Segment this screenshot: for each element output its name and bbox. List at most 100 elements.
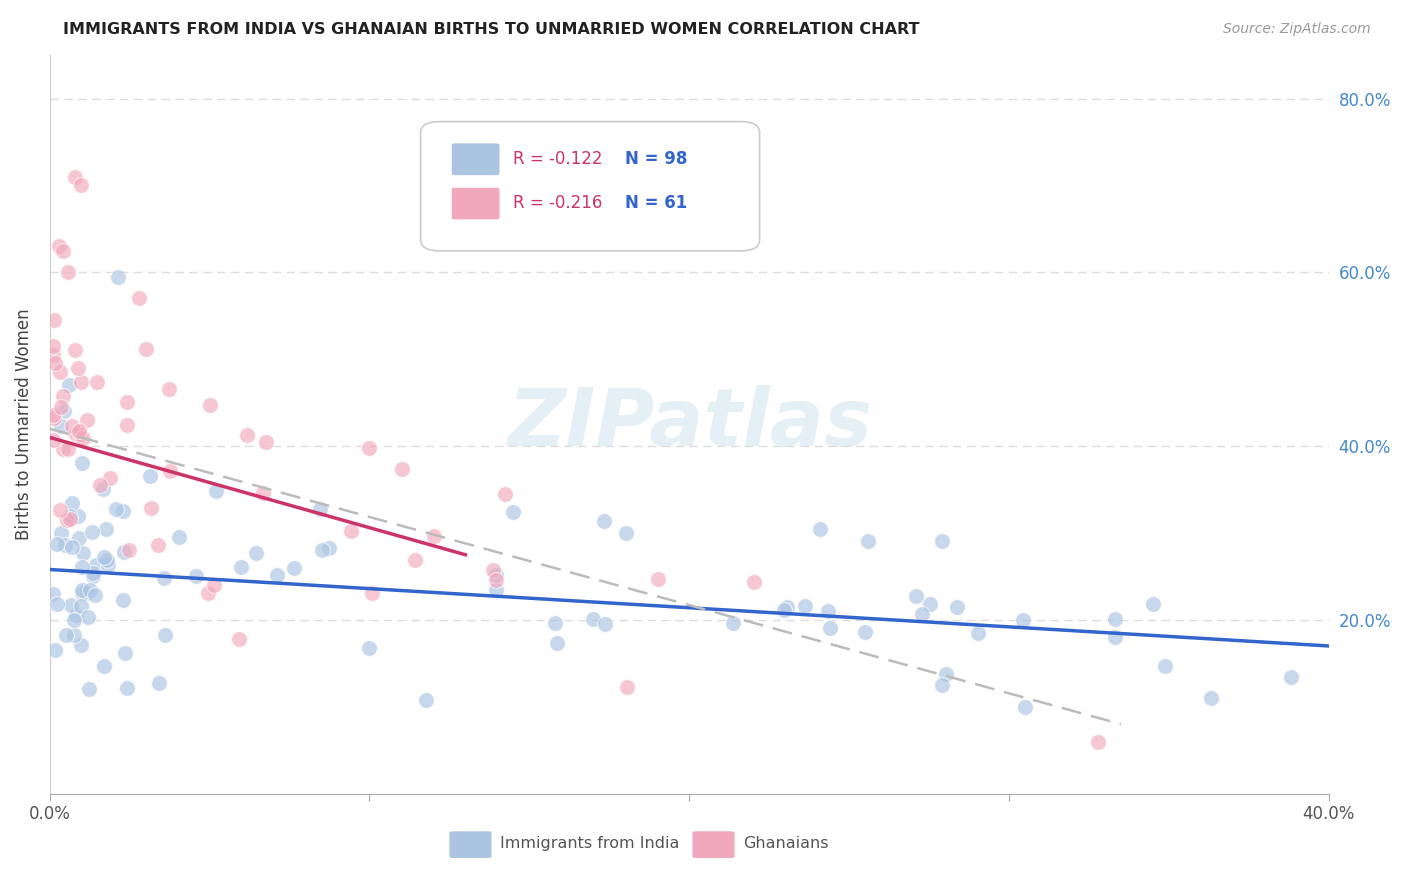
Point: [66, 360, 89, 375]
Point: [357, 441, 380, 455]
Point: [159, 464, 181, 478]
Point: [197, 586, 219, 600]
Point: [911, 607, 934, 621]
Point: [60, 496, 83, 510]
Point: [96, 552, 118, 566]
Point: [52, 244, 75, 258]
Point: [200, 398, 222, 412]
Text: Source: ZipAtlas.com: Source: ZipAtlas.com: [1223, 22, 1371, 37]
Point: [482, 563, 505, 577]
Point: [167, 530, 190, 544]
Point: [42, 587, 65, 601]
Point: [49, 401, 72, 415]
Point: [72, 586, 94, 600]
Point: [91, 483, 114, 497]
Point: [76, 586, 98, 600]
Point: [60, 419, 83, 434]
Point: [115, 681, 138, 696]
Point: [141, 500, 163, 515]
Point: [252, 486, 274, 500]
Point: [80, 524, 103, 539]
Point: [946, 599, 969, 614]
Point: [70, 178, 93, 193]
Point: [1199, 690, 1222, 705]
Point: [931, 533, 953, 548]
Point: [48, 365, 70, 379]
Point: [184, 569, 207, 583]
Point: [98, 471, 121, 485]
Point: [115, 417, 138, 432]
Point: [44, 411, 66, 425]
Point: [118, 543, 141, 558]
Point: [42, 408, 65, 422]
Point: [236, 428, 259, 442]
Point: [79, 582, 101, 597]
Point: [58, 378, 80, 392]
Point: [254, 434, 277, 449]
Point: [89, 477, 111, 491]
Point: [582, 612, 605, 626]
Point: [1014, 700, 1036, 714]
Point: [1153, 658, 1175, 673]
Point: [1104, 630, 1126, 644]
Point: [94, 523, 117, 537]
Point: [105, 502, 128, 516]
Point: [58, 265, 80, 279]
Point: [59, 509, 82, 524]
Point: [231, 560, 253, 574]
Point: [266, 567, 288, 582]
Point: [67, 424, 90, 438]
Point: [107, 269, 129, 284]
FancyBboxPatch shape: [692, 830, 735, 859]
Point: [53, 538, 76, 552]
Point: [114, 647, 136, 661]
Point: [856, 534, 879, 549]
Point: [44, 313, 66, 327]
Point: [494, 486, 516, 500]
Point: [52, 442, 75, 456]
Point: [361, 586, 384, 600]
Point: [55, 628, 77, 642]
Point: [111, 504, 134, 518]
Point: [742, 575, 765, 590]
Point: [115, 394, 138, 409]
Point: [202, 578, 225, 592]
Point: [67, 508, 90, 523]
Point: [77, 681, 100, 696]
Point: [1281, 671, 1303, 685]
Point: [42, 348, 65, 362]
Point: [155, 628, 177, 642]
Point: [65, 608, 87, 623]
Point: [70, 560, 93, 574]
Point: [44, 356, 66, 370]
Point: [593, 514, 616, 528]
Point: [82, 566, 104, 580]
Point: [76, 610, 98, 624]
Point: [415, 692, 437, 706]
Point: [42, 339, 65, 353]
Point: [93, 659, 115, 673]
FancyBboxPatch shape: [420, 121, 759, 251]
Text: Immigrants from India: Immigrants from India: [501, 837, 679, 851]
Point: [228, 632, 250, 647]
Point: [69, 427, 91, 442]
Point: [793, 599, 815, 613]
Point: [817, 604, 839, 618]
Point: [340, 524, 363, 539]
Point: [84, 558, 107, 573]
Point: [721, 616, 744, 631]
Point: [70, 639, 93, 653]
Text: N = 61: N = 61: [626, 194, 688, 211]
Point: [82, 569, 104, 583]
Point: [204, 483, 226, 498]
Point: [84, 588, 107, 602]
Point: [72, 545, 94, 559]
Point: [935, 667, 957, 681]
Point: [391, 462, 413, 476]
Point: [63, 628, 86, 642]
Point: [359, 640, 381, 655]
Point: [65, 426, 87, 441]
Point: [56, 513, 79, 527]
Point: [148, 676, 170, 690]
FancyBboxPatch shape: [451, 187, 501, 219]
